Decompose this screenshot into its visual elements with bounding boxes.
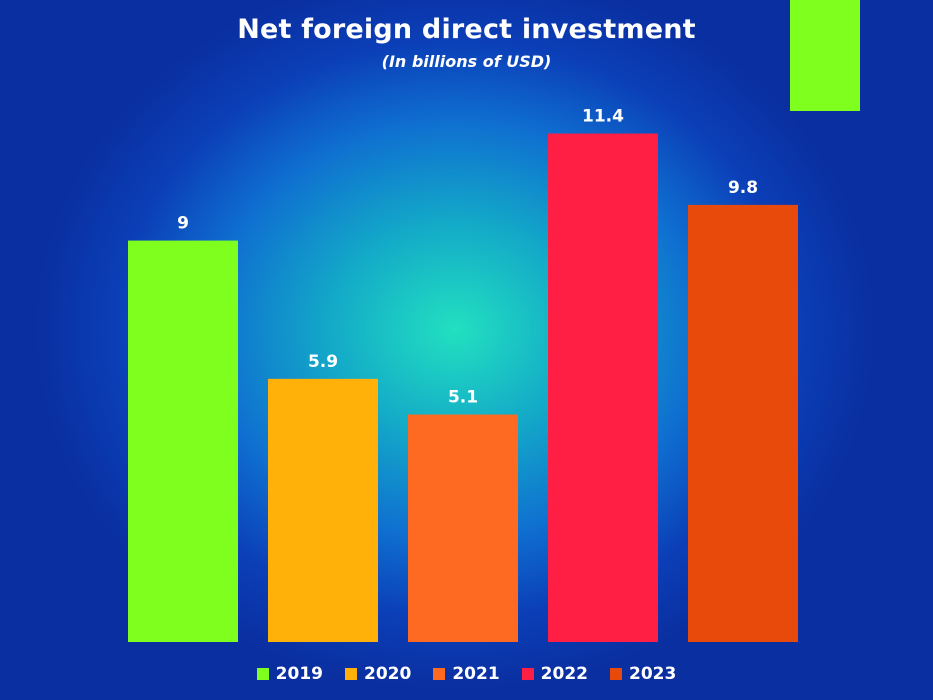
legend-label: 2022 [540,664,588,684]
legend-label: 2021 [452,664,500,684]
data-label-2019: 9 [177,214,189,234]
legend-swatch [521,668,534,680]
bar-2019 [128,240,238,643]
decorative-corner-block [790,0,860,111]
legend-item-2023: 2023 [609,664,677,684]
chart-subtitle: (In billions of USD) [381,52,552,71]
legend-item-2020: 2020 [345,664,411,684]
legend-label: 2019 [275,664,323,684]
data-label-2023: 9.8 [728,178,758,198]
bar-2023 [688,204,798,642]
legend-item-2022: 2022 [521,664,588,684]
chart-title: Net foreign direct investment [237,14,696,45]
bar-2021 [408,414,518,642]
legend-swatch [609,668,622,680]
legend-label: 2023 [628,664,677,684]
legend-label: 2020 [364,664,412,684]
legend-item-2019: 2019 [256,664,323,684]
legend-swatch [256,668,269,680]
data-label-2022: 11.4 [582,107,624,127]
legend-swatch [433,668,446,680]
data-label-2020: 5.9 [308,352,338,372]
chart-legend: 2019 2020 2021 2022 2023 [0,664,933,684]
legend-swatch [345,668,357,680]
bar-2020 [268,378,378,642]
data-label-2021: 5.1 [448,388,478,408]
bar-2022 [548,133,658,642]
legend-item-2021: 2021 [433,664,500,684]
